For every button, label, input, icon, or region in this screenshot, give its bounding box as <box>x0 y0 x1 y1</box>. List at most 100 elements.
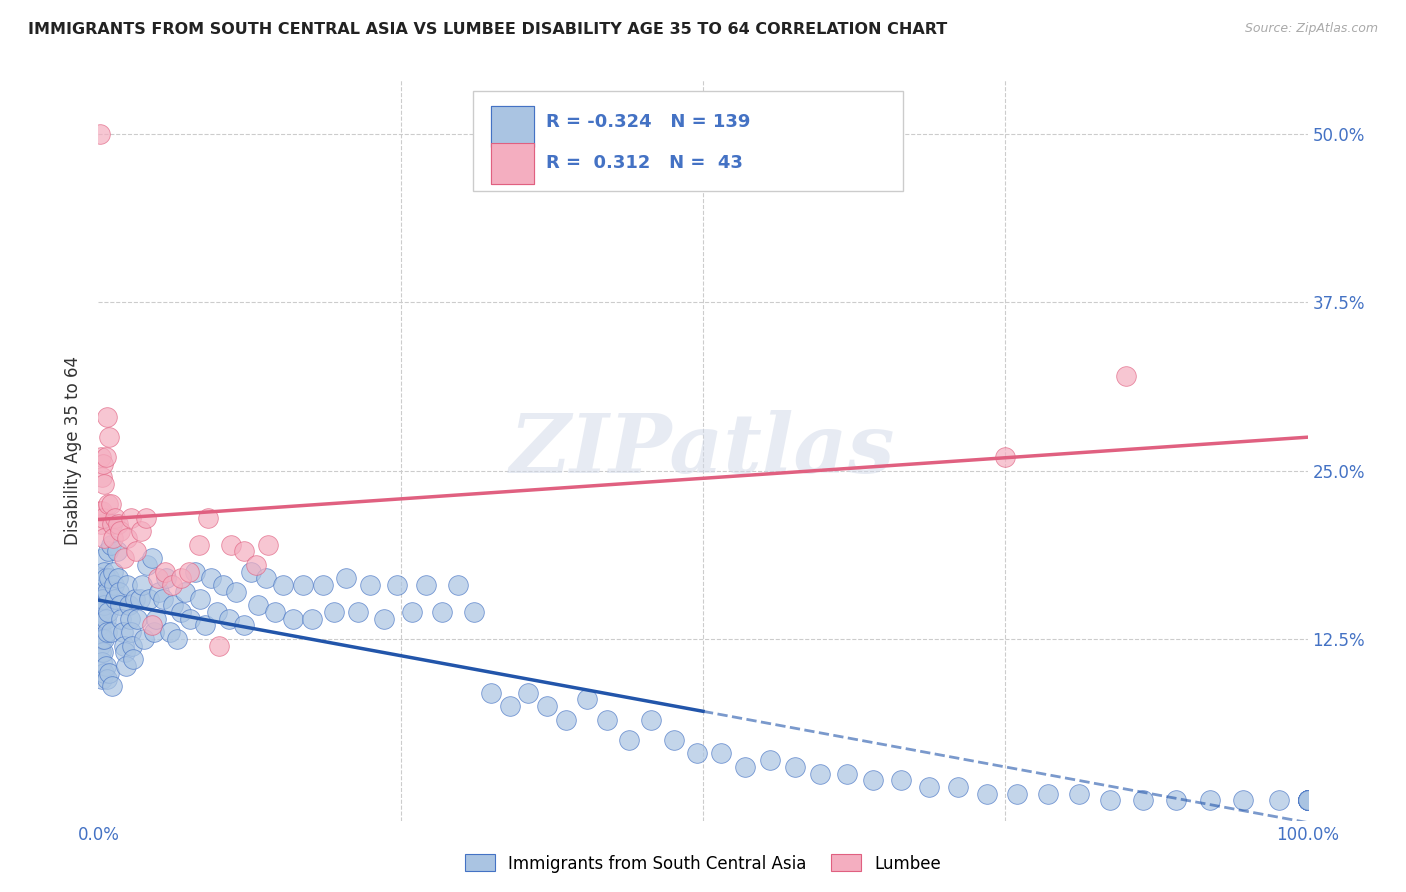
Point <box>94 450 117 465</box>
Point <box>104 591 127 606</box>
Point <box>385 578 408 592</box>
Y-axis label: Disability Age 35 to 64: Disability Age 35 to 64 <box>65 356 83 545</box>
Point <box>1296 793 1319 807</box>
Point <box>105 544 128 558</box>
Point <box>946 780 969 794</box>
Point <box>91 504 114 518</box>
Point <box>91 645 114 659</box>
Point <box>179 612 201 626</box>
Point <box>218 612 240 626</box>
Point <box>131 578 153 592</box>
Point <box>640 713 662 727</box>
Point <box>187 538 209 552</box>
Point <box>145 612 167 626</box>
Point <box>93 599 115 613</box>
Point <box>114 645 136 659</box>
Point <box>498 699 520 714</box>
Point <box>225 584 247 599</box>
Point <box>155 571 177 585</box>
Point <box>135 558 157 572</box>
Point <box>96 584 118 599</box>
Point <box>90 645 112 659</box>
Point <box>96 409 118 424</box>
Point <box>1036 787 1059 801</box>
Point <box>188 591 211 606</box>
Point <box>98 665 121 680</box>
Point <box>273 578 295 592</box>
Point <box>96 673 118 687</box>
Point <box>1132 793 1154 807</box>
Point <box>205 605 228 619</box>
Point <box>93 665 115 680</box>
Point <box>1007 787 1029 801</box>
Point <box>783 760 806 774</box>
Point <box>107 571 129 585</box>
Point <box>153 565 176 579</box>
Point <box>247 599 270 613</box>
Point <box>135 510 157 524</box>
Point <box>94 612 117 626</box>
Point <box>159 625 181 640</box>
Point <box>90 450 112 465</box>
Point <box>93 565 115 579</box>
Point <box>91 470 114 484</box>
FancyBboxPatch shape <box>492 106 534 147</box>
Point <box>1067 787 1090 801</box>
Point <box>281 612 304 626</box>
Point <box>446 578 468 592</box>
Point <box>100 538 122 552</box>
Point <box>463 605 485 619</box>
Point <box>91 510 114 524</box>
Point <box>122 652 145 666</box>
Point <box>662 732 685 747</box>
Point <box>89 618 111 632</box>
Point <box>100 517 122 532</box>
Point <box>197 510 219 524</box>
Point <box>174 584 197 599</box>
Point <box>212 578 235 592</box>
Point <box>734 760 756 774</box>
Point <box>312 578 335 592</box>
Point <box>89 504 111 518</box>
Point <box>100 625 122 640</box>
Point <box>121 639 143 653</box>
Point <box>994 450 1017 465</box>
Point <box>430 605 453 619</box>
Point <box>1296 793 1319 807</box>
Point <box>110 612 132 626</box>
Point <box>111 625 134 640</box>
Point <box>1296 793 1319 807</box>
Point <box>117 578 139 592</box>
Point <box>194 618 217 632</box>
Point <box>91 612 114 626</box>
Point <box>1296 793 1319 807</box>
Point <box>112 551 135 566</box>
Text: R =  0.312   N =  43: R = 0.312 N = 43 <box>546 154 742 172</box>
Point <box>1296 793 1319 807</box>
Point <box>90 605 112 619</box>
Point <box>93 531 115 545</box>
Point <box>221 538 243 552</box>
Point <box>115 658 138 673</box>
Point <box>232 618 254 632</box>
Point <box>127 612 149 626</box>
Point <box>360 578 382 592</box>
Point <box>536 699 558 714</box>
Point <box>146 571 169 585</box>
Point <box>918 780 941 794</box>
Point <box>415 578 437 592</box>
Point <box>97 497 120 511</box>
Point <box>104 510 127 524</box>
Point <box>169 571 191 585</box>
Point <box>160 578 183 592</box>
Legend: Immigrants from South Central Asia, Lumbee: Immigrants from South Central Asia, Lumb… <box>458 847 948 880</box>
Point <box>96 625 118 640</box>
Point <box>596 713 619 727</box>
Point <box>97 544 120 558</box>
Point <box>103 578 125 592</box>
Point <box>323 605 346 619</box>
Point <box>1296 793 1319 807</box>
Point <box>862 773 884 788</box>
Point <box>1198 793 1220 807</box>
Point <box>516 686 538 700</box>
